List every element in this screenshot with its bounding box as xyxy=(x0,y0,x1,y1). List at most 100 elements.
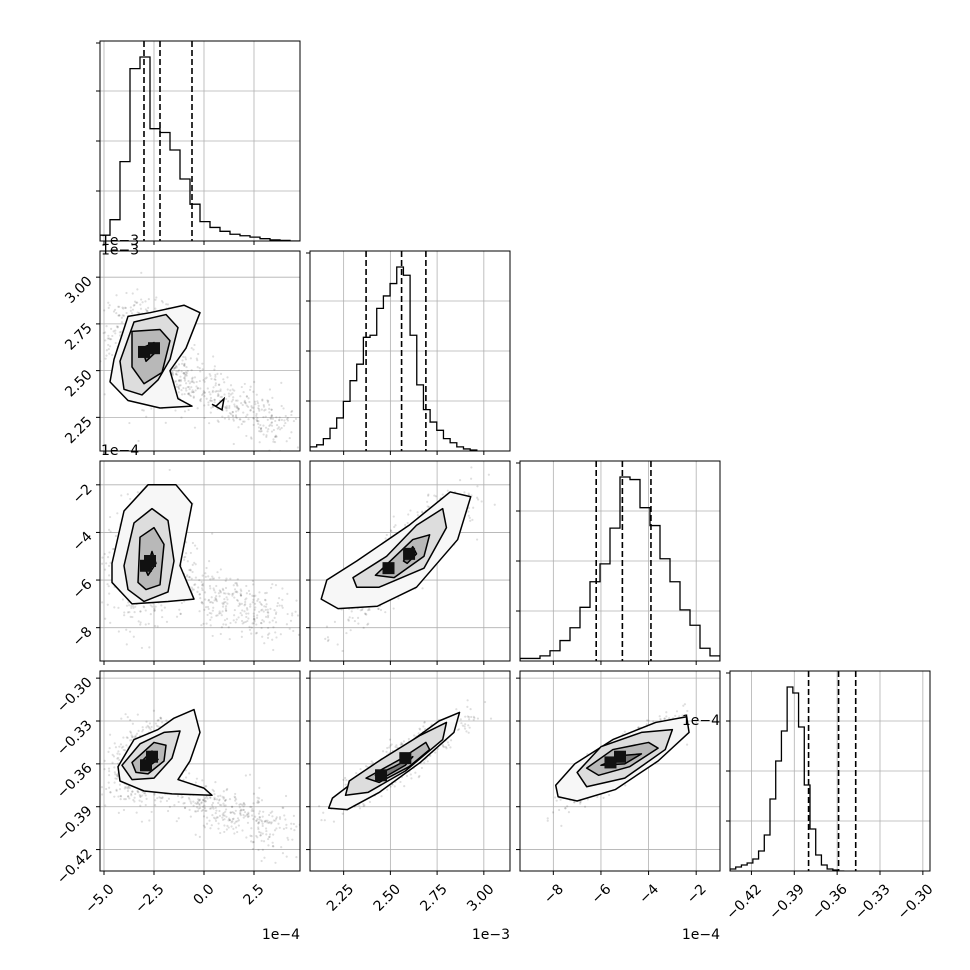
scatter-point xyxy=(235,583,239,586)
scatter-point xyxy=(237,824,240,827)
scatter-point xyxy=(146,309,149,312)
scatter-point xyxy=(273,829,277,832)
scatter-point xyxy=(254,815,257,818)
scatter-point xyxy=(107,343,110,347)
scatter-point xyxy=(221,587,224,590)
scatter-point xyxy=(126,716,129,719)
scatter-point xyxy=(177,380,181,383)
scatter-point xyxy=(127,795,130,798)
scatter-point xyxy=(458,479,462,482)
scatter-point xyxy=(196,809,200,813)
scatter-point xyxy=(199,399,202,402)
scatter-point xyxy=(260,799,264,802)
scatter-point xyxy=(228,818,231,822)
scatter-point xyxy=(272,648,275,652)
scatter-point xyxy=(205,376,208,379)
scatter-point xyxy=(217,799,221,802)
scatter-point xyxy=(207,401,210,404)
scatter-point xyxy=(189,394,192,398)
scatter-point xyxy=(216,571,219,574)
scatter-point xyxy=(281,606,284,609)
scatter-point xyxy=(231,594,234,597)
scatter-point xyxy=(257,828,260,831)
scatter-point xyxy=(177,817,180,820)
scatter-point xyxy=(258,818,261,821)
scatter-point xyxy=(239,808,243,811)
scatter-point xyxy=(244,603,247,606)
scatter-point xyxy=(109,561,112,564)
scatter-point xyxy=(107,774,111,777)
scatter-point xyxy=(268,424,271,428)
scatter-point xyxy=(241,403,244,407)
scatter-point xyxy=(122,745,125,748)
scatter-point xyxy=(237,409,240,412)
scatter-point xyxy=(245,836,248,839)
scatter-point xyxy=(211,575,214,578)
scatter-point xyxy=(239,588,242,591)
scatter-point xyxy=(201,602,204,605)
scatter-point xyxy=(188,772,191,775)
scatter-point xyxy=(248,625,251,628)
scatter-point xyxy=(244,402,247,405)
scatter-point xyxy=(154,624,157,628)
scatter-point xyxy=(215,598,218,601)
scatter-point xyxy=(261,399,264,402)
scatter-point xyxy=(264,599,267,602)
scatter-point xyxy=(256,419,259,422)
scatter-point xyxy=(246,815,250,819)
scatter-point xyxy=(187,392,190,396)
scatter-point xyxy=(257,822,260,825)
scatter-point xyxy=(239,611,242,615)
scatter-point xyxy=(214,598,218,601)
scatter-point xyxy=(185,389,188,392)
scatter-point xyxy=(155,724,158,727)
scatter-point xyxy=(210,406,213,409)
scatter-point xyxy=(236,406,239,409)
scatter-point xyxy=(467,715,471,719)
scatter-point xyxy=(233,403,236,406)
scatter-point xyxy=(123,614,126,617)
scatter-point xyxy=(177,391,180,394)
scatter-point xyxy=(176,373,179,376)
scatter-point xyxy=(108,304,111,307)
scatter-point xyxy=(259,831,262,834)
scatter-point xyxy=(222,623,225,626)
scatter-point xyxy=(115,294,118,297)
scatter-point xyxy=(264,426,268,429)
scatter-point xyxy=(249,409,252,412)
scatter-point xyxy=(159,797,162,800)
scatter-point xyxy=(124,749,127,752)
scatter-point xyxy=(204,572,207,575)
scatter-panel-1-0 xyxy=(91,250,301,455)
scatter-point xyxy=(266,821,269,824)
scatter-point xyxy=(212,816,216,819)
scatter-point xyxy=(190,369,193,372)
scatter-point xyxy=(217,827,220,830)
scatter-point xyxy=(175,366,178,369)
scatter-point xyxy=(161,301,164,304)
scatter-point xyxy=(264,408,267,411)
scatter-point xyxy=(174,365,177,368)
scatter-point xyxy=(252,809,255,813)
scatter-point xyxy=(286,592,289,596)
scatter-point xyxy=(305,836,307,838)
scatter-point xyxy=(283,424,286,427)
scatter-point xyxy=(228,395,231,398)
scatter-point xyxy=(213,398,216,401)
scatter-point xyxy=(469,519,472,522)
scatter-point xyxy=(231,398,235,401)
scatter-point xyxy=(247,815,250,818)
scatter-point xyxy=(119,798,122,801)
scatter-panel-2-1 xyxy=(306,460,511,665)
scatter-point xyxy=(295,825,298,828)
scatter-point xyxy=(214,596,217,600)
scatter-point xyxy=(192,381,196,384)
scatter-point xyxy=(203,807,207,810)
scatter-point xyxy=(114,746,118,749)
scatter-point xyxy=(236,407,239,410)
scatter-point xyxy=(112,755,116,758)
scatter-point xyxy=(91,324,93,326)
scatter-point xyxy=(196,387,200,390)
scatter-point xyxy=(207,607,210,611)
panel-content xyxy=(91,251,300,451)
